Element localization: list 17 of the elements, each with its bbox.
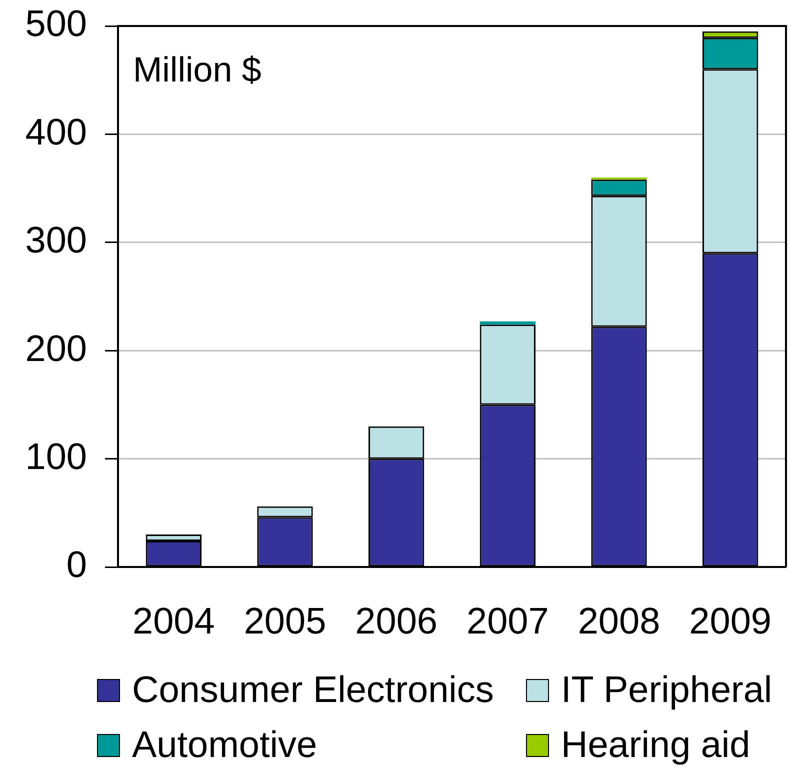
y-tick-label: 0 [66,544,87,586]
legend-label: IT Peripheral [561,669,772,710]
y-tick-label: 300 [25,220,87,261]
legend-label: Consumer Electronics [132,669,494,710]
x-tick-label: 2004 [132,600,215,642]
legend-label: Automotive [132,724,318,765]
x-tick-label: 2007 [466,600,549,642]
x-tick-label: 2005 [244,600,326,642]
y-tick-label: 400 [25,111,87,152]
y-tick-label: 500 [25,3,87,44]
x-tick-label: 2006 [355,600,438,642]
x-tick-label: 2008 [578,600,660,642]
x-tick-label: 2009 [689,600,772,642]
y-tick-label: 100 [25,436,87,478]
legend-label: Hearing aid [561,724,750,765]
annotation: Million $ [133,50,262,90]
y-tick-label: 200 [25,328,87,369]
